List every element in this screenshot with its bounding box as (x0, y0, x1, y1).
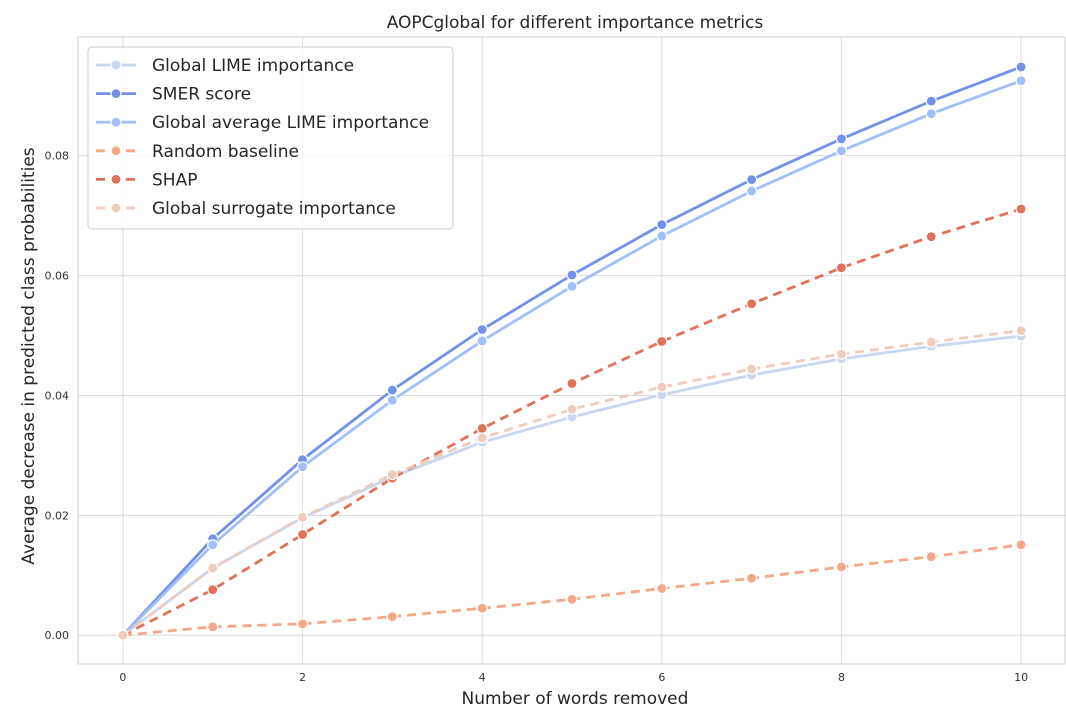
data-point (1015, 325, 1027, 337)
y-tick-label: 0.02 (45, 509, 70, 522)
x-axis-label: Number of words removed (462, 689, 689, 709)
legend-item: Global surrogate importance (96, 199, 396, 219)
data-point (835, 262, 848, 274)
legend-swatch-marker (110, 173, 122, 185)
legend-label: SMER score (152, 85, 251, 105)
data-point (656, 381, 668, 393)
y-tick-label: 0.00 (45, 629, 70, 642)
data-point (476, 422, 488, 435)
data-point (835, 145, 848, 157)
y-tick-label: 0.08 (45, 150, 70, 163)
series-4 (117, 203, 1027, 641)
series-line (122, 329, 1022, 637)
data-point (925, 108, 937, 120)
data-point (207, 584, 219, 596)
data-point (296, 618, 309, 630)
legend-item: SMER score (96, 85, 251, 105)
series-3 (117, 539, 1027, 641)
data-point (925, 551, 937, 563)
x-tick-label: 4 (479, 671, 486, 684)
data-point (386, 384, 398, 396)
data-point (656, 582, 668, 595)
data-point (835, 348, 848, 360)
data-point (1015, 203, 1027, 215)
data-point (1015, 75, 1027, 87)
legend-label: Global average LIME importance (152, 113, 429, 133)
legend-swatch-marker (110, 87, 122, 100)
data-point (835, 133, 848, 145)
legend: Global LIME importance SMER score Global a… (87, 46, 454, 230)
data-point (835, 561, 848, 573)
legend-swatch-marker (110, 202, 122, 214)
data-point (117, 629, 129, 641)
legend-item: Random baseline (96, 142, 299, 162)
data-point (566, 280, 578, 292)
data-point (476, 602, 488, 614)
data-point (386, 394, 398, 406)
data-point (476, 323, 488, 336)
y-tick-label: 0.04 (45, 389, 70, 402)
x-tick-label: 6 (658, 671, 665, 684)
data-point (386, 468, 398, 481)
plot-frame (77, 36, 1066, 665)
data-point (476, 432, 488, 444)
data-point (207, 621, 219, 633)
legend-item: SHAP (96, 170, 197, 190)
x-tick-label: 10 (1014, 671, 1028, 684)
data-point (1015, 539, 1027, 551)
data-point (566, 269, 578, 281)
tick-labels: 0 2 4 6 8 10 0.00 0.02 0.04 0.06 0.08 (45, 150, 1029, 684)
legend-label: Global LIME importance (152, 56, 354, 76)
series-line (122, 543, 1022, 637)
x-tick-label: 8 (838, 671, 845, 684)
data-point (296, 528, 309, 541)
legend-item: Global average LIME importance (96, 113, 429, 133)
data-point (207, 562, 219, 574)
y-tick-label: 0.06 (45, 270, 70, 283)
x-tick-label: 2 (299, 671, 306, 684)
legend-swatch-marker (110, 145, 122, 157)
data-point (566, 593, 578, 605)
legend-swatch-marker (110, 116, 122, 128)
series-5 (117, 325, 1027, 641)
data-point (746, 572, 758, 584)
legend-label: SHAP (152, 170, 197, 190)
x-tick-label: 0 (119, 671, 126, 684)
chart-title: AOPCglobal for different importance metr… (387, 13, 764, 33)
data-point (1015, 61, 1027, 73)
legend-label: Random baseline (152, 142, 299, 162)
data-point (925, 95, 937, 107)
data-point (656, 230, 668, 242)
series-1 (117, 61, 1027, 641)
data-point (476, 335, 488, 347)
data-point (746, 363, 758, 375)
data-point (386, 611, 398, 623)
data-point (207, 539, 219, 551)
data-point (746, 174, 758, 186)
data-point (296, 461, 309, 473)
series-layer (117, 61, 1027, 641)
data-point (566, 403, 578, 415)
data-point (296, 511, 309, 523)
data-point (746, 185, 758, 197)
legend-swatch-marker (110, 59, 122, 71)
data-point (656, 219, 668, 231)
y-axis-label: Average decrease in predicted class prob… (19, 147, 39, 564)
data-point (925, 336, 937, 348)
data-point (746, 298, 758, 310)
legend-box (87, 46, 454, 230)
data-point (656, 335, 668, 348)
data-point (566, 377, 578, 390)
legend-item: Global LIME importance (96, 56, 354, 76)
data-point (925, 231, 937, 243)
legend-label: Global surrogate importance (152, 199, 396, 219)
